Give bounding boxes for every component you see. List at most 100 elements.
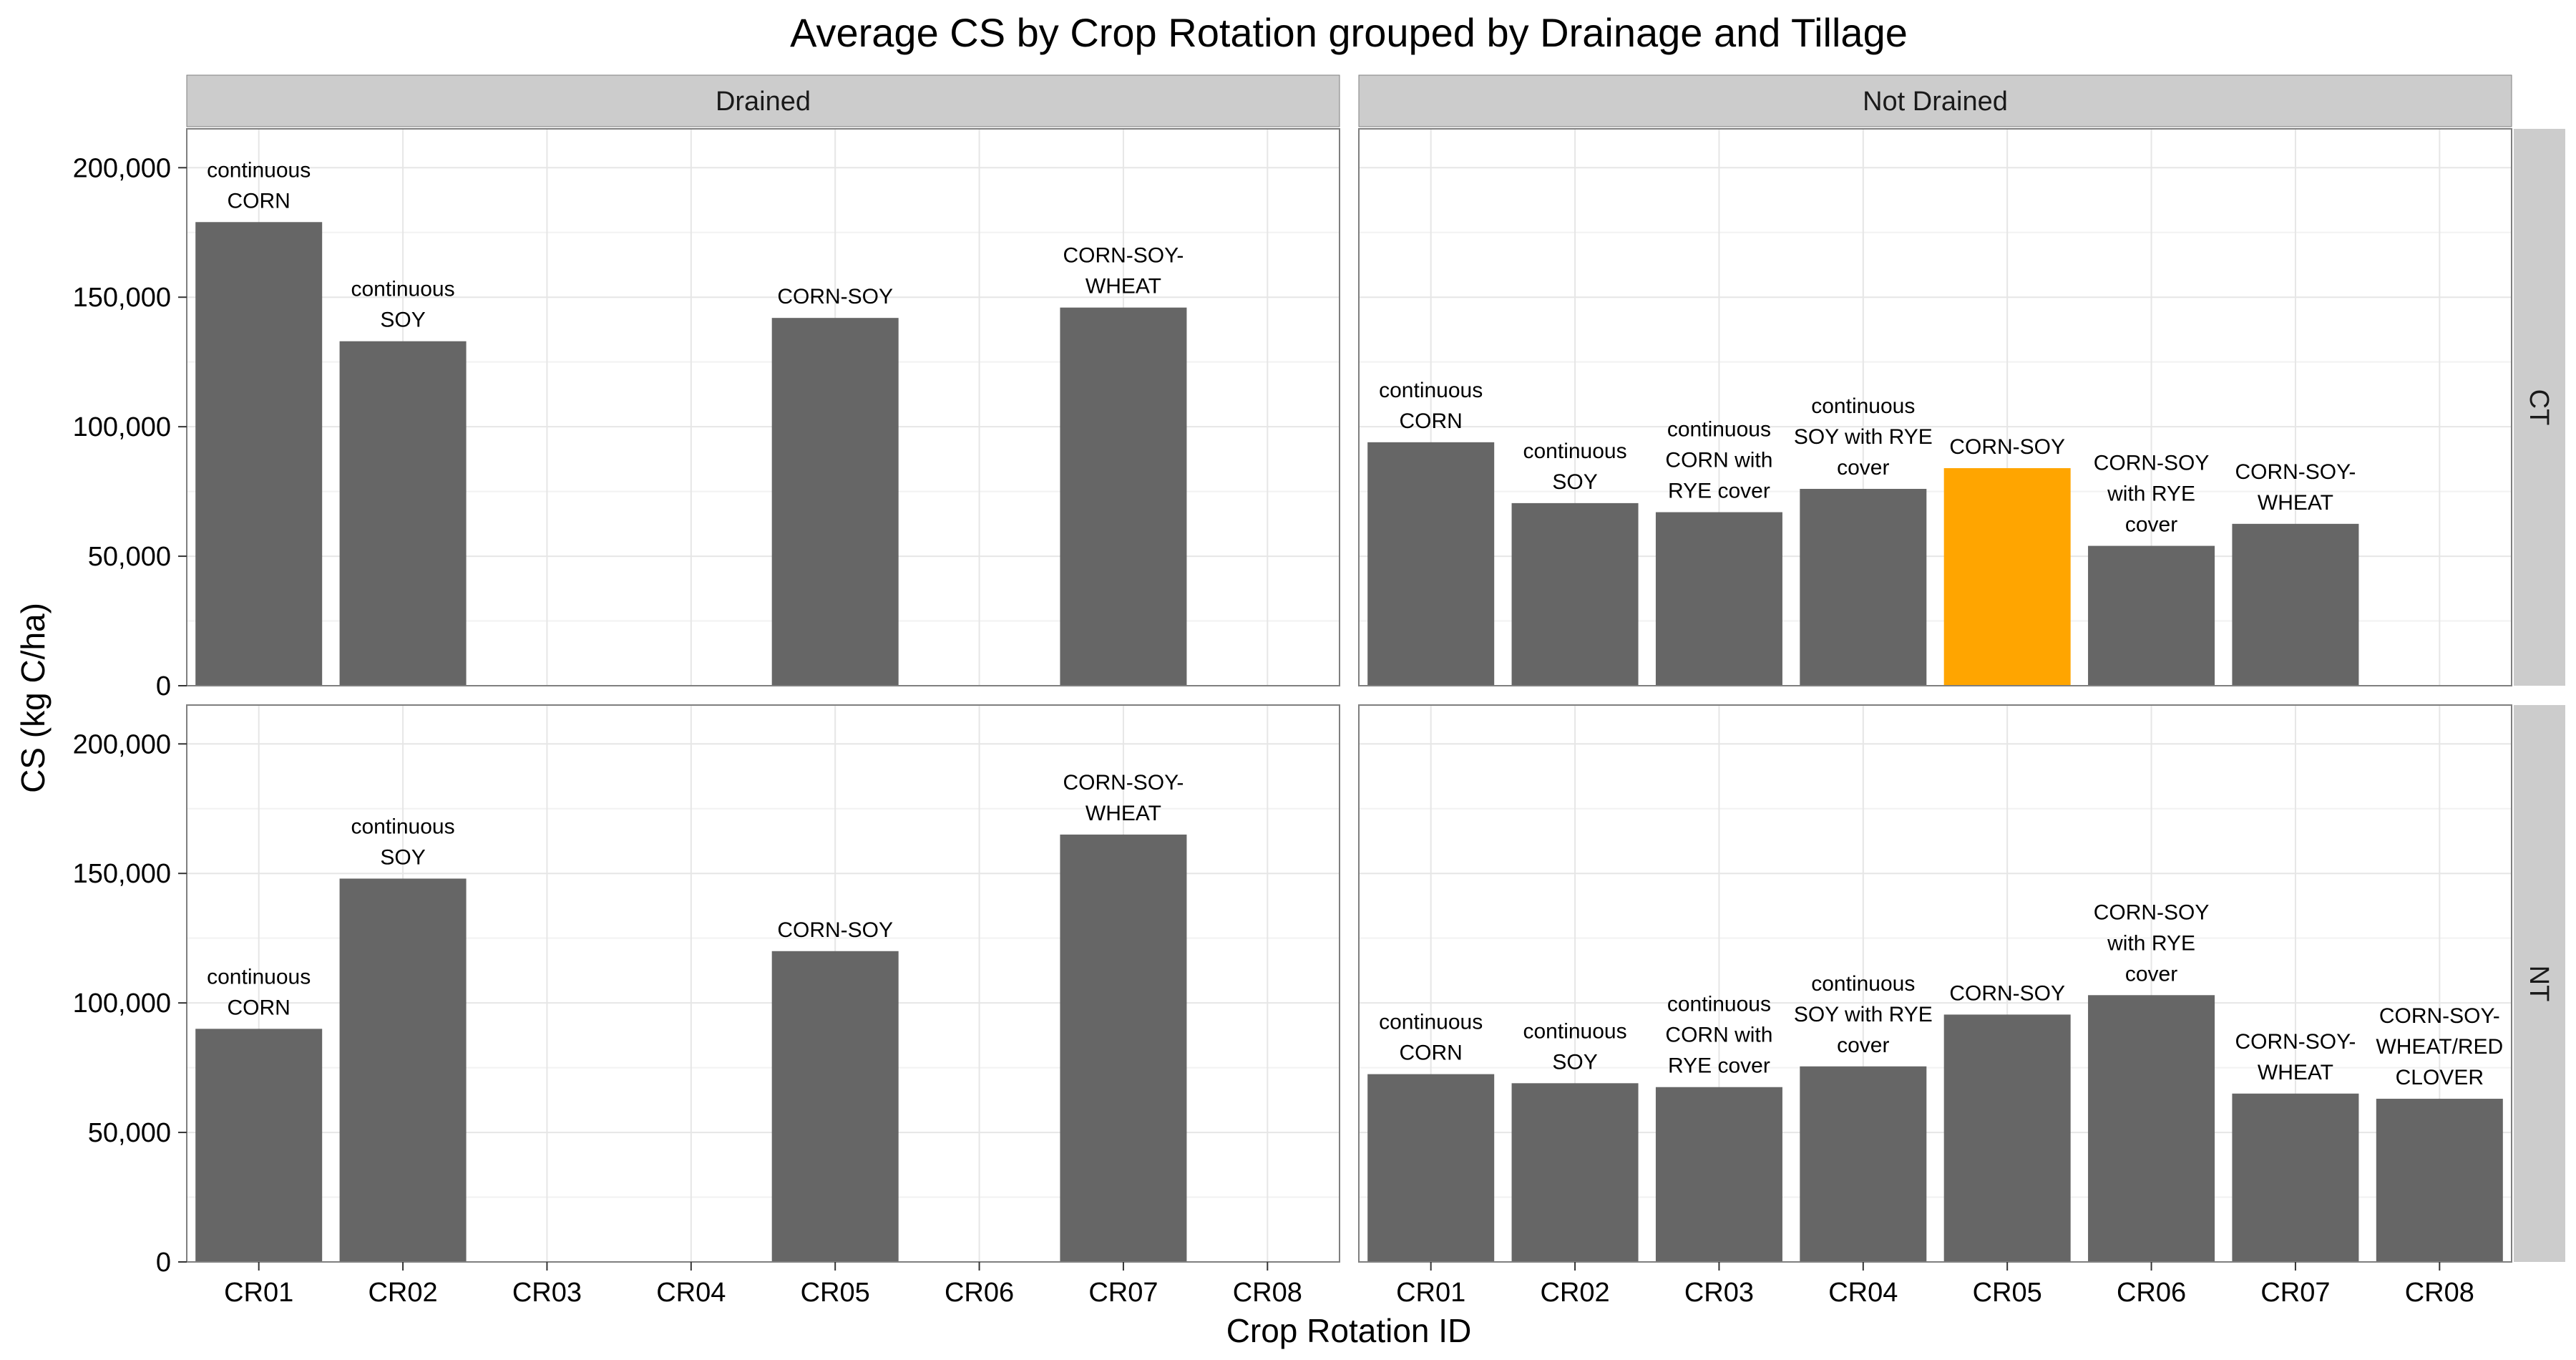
x-tick-label-cr05: CR05 [801, 1278, 870, 1308]
panel-not-drained-nt-frame [1358, 704, 2512, 1263]
x-tick-label-cr08: CR08 [2405, 1278, 2474, 1308]
bar-label-cr01: CORN [228, 189, 291, 213]
bar-cr02 [339, 878, 467, 1262]
bar-cr02 [1511, 502, 1639, 686]
bar-label-cr04: continuous [1811, 394, 1915, 418]
bar-label-cr06: cover [2125, 962, 2177, 986]
bar-cr08 [2376, 1099, 2503, 1262]
y-tick-label: 0 [156, 1248, 171, 1278]
bar-label-cr08: WHEAT/RED [2376, 1035, 2503, 1059]
bar-cr01 [1367, 442, 1495, 686]
y-tick-label: 200,000 [73, 729, 171, 759]
bar-label-cr04: cover [1837, 1034, 1889, 1057]
panel-drained-ct-frame [186, 128, 1340, 686]
bar-cr07 [2232, 1093, 2359, 1262]
strip-nt [2514, 705, 2565, 1262]
strip-label-nt: NT [2524, 966, 2554, 1002]
strip-label-drained: Drained [716, 87, 811, 117]
panel-drained-nt-frame [186, 704, 1340, 1263]
bar-label-cr01: CORN [228, 996, 291, 1019]
bar-cr07 [2232, 523, 2359, 686]
strip-label-not-drained: Not Drained [1863, 87, 2008, 117]
bar-label-cr07: WHEAT [2258, 1061, 2333, 1084]
y-tick-label: 50,000 [88, 1118, 171, 1148]
y-tick-label: 150,000 [73, 859, 171, 889]
bar-label-cr04: cover [1837, 456, 1889, 480]
x-tick-label-cr01: CR01 [1396, 1278, 1465, 1308]
y-tick-label: 100,000 [73, 989, 171, 1019]
bar-label-cr04: SOY with RYE [1794, 425, 1933, 449]
x-tick-label-cr03: CR03 [1684, 1278, 1754, 1308]
bar-label-cr07: CORN-SOY- [1063, 244, 1184, 268]
bar-label-cr08: CLOVER [2396, 1066, 2484, 1089]
bar-label-cr07: WHEAT [1085, 802, 1161, 825]
strip-ct [2514, 129, 2565, 686]
bar-label-cr07: WHEAT [1085, 275, 1161, 298]
x-tick-label-cr07: CR07 [1088, 1278, 1158, 1308]
bar-label-cr03: continuous [1667, 418, 1771, 442]
bar-label-cr07: CORN-SOY- [2235, 460, 2356, 484]
y-tick-label: 0 [156, 671, 171, 701]
bar-label-cr06: CORN-SOY [2094, 452, 2210, 475]
y-tick-label: 200,000 [73, 153, 171, 183]
bar-label-cr02: SOY [1552, 1050, 1597, 1074]
x-tick-label-cr04: CR04 [656, 1278, 726, 1308]
bar-label-cr01: CORN [1400, 1041, 1463, 1065]
bar-label-cr04: continuous [1811, 972, 1915, 996]
bar-label-cr02: continuous [1523, 1019, 1627, 1043]
x-tick-label-cr06: CR06 [945, 1278, 1014, 1308]
bar-label-cr06: cover [2125, 513, 2177, 537]
x-tick-label-cr06: CR06 [2117, 1278, 2186, 1308]
bar-cr06 [2088, 545, 2215, 686]
bar-cr05 [771, 318, 899, 686]
y-tick-label: 100,000 [73, 412, 171, 442]
bar-label-cr01: continuous [207, 965, 311, 989]
panel-not-drained-ct: continuous CORN continuous SOY continuous COR… [1358, 128, 2512, 686]
bar-label-cr05: CORN-SOY [1949, 981, 2065, 1005]
bar-label-cr05: CORN-SOY [777, 918, 893, 942]
bar-cr04 [1800, 488, 1927, 686]
facet-panels: Drained Not DrainedCTNTcontinuousCORNcont… [73, 74, 2565, 1308]
panel-drained-ct: continuous CORN continuous SOY CORN-SOY CORN-… [73, 128, 1340, 701]
y-axis-title: CS (kg C/ha) [14, 603, 52, 793]
panel-not-drained-nt: continuous CORN continuous SOY continuous COR… [1358, 704, 2512, 1308]
bar-cr01 [195, 222, 323, 686]
panel-drained-nt: continuous CORN continuous SOY CORN-SOY CORN-… [73, 704, 1340, 1308]
bar-label-cr02: continuous [1523, 439, 1627, 463]
bar-label-cr03: CORN with [1665, 1024, 1772, 1047]
bar-label-cr08: CORN-SOY- [2379, 1004, 2500, 1028]
x-axis-title: Crop Rotation ID [1226, 1312, 1472, 1349]
y-tick-label: 150,000 [73, 283, 171, 313]
bar-label-cr02: continuous [351, 278, 455, 301]
bar-label-cr07: CORN-SOY- [1063, 771, 1184, 795]
bar-label-cr06: with RYE [2107, 482, 2195, 506]
x-tick-label-cr05: CR05 [1973, 1278, 2042, 1308]
x-tick-label-cr08: CR08 [1233, 1278, 1302, 1308]
panel-not-drained-ct-frame [1358, 128, 2512, 686]
x-tick-label-cr02: CR02 [1540, 1278, 1609, 1308]
strip-not-drained [1358, 74, 2512, 127]
bar-cr03 [1655, 512, 1782, 686]
bar-cr02 [339, 341, 467, 686]
bar-cr04 [1800, 1066, 1927, 1262]
bar-cr05-highlighted [1943, 468, 2071, 686]
bar-cr05 [1943, 1014, 2071, 1262]
x-tick-label-cr07: CR07 [2260, 1278, 2330, 1308]
bar-label-cr01: CORN [1400, 409, 1463, 433]
bar-label-cr01: continuous [1379, 379, 1483, 402]
bar-label-cr03: RYE cover [1668, 480, 1770, 503]
bar-label-cr07: WHEAT [2258, 491, 2333, 515]
x-tick-label-cr02: CR02 [368, 1278, 437, 1308]
bar-label-cr06: CORN-SOY [2094, 900, 2210, 924]
bar-cr05 [771, 951, 899, 1262]
bar-cr02 [1511, 1083, 1639, 1262]
bar-label-cr06: with RYE [2107, 931, 2195, 955]
bar-label-cr03: RYE cover [1668, 1054, 1770, 1078]
x-tick-label-cr03: CR03 [512, 1278, 582, 1308]
bar-label-cr07: CORN-SOY- [2235, 1030, 2356, 1054]
bar-label-cr01: continuous [207, 158, 311, 182]
bar-label-cr05: CORN-SOY [777, 285, 893, 309]
bar-label-cr05: CORN-SOY [1949, 435, 2065, 459]
bar-cr03 [1655, 1087, 1782, 1262]
